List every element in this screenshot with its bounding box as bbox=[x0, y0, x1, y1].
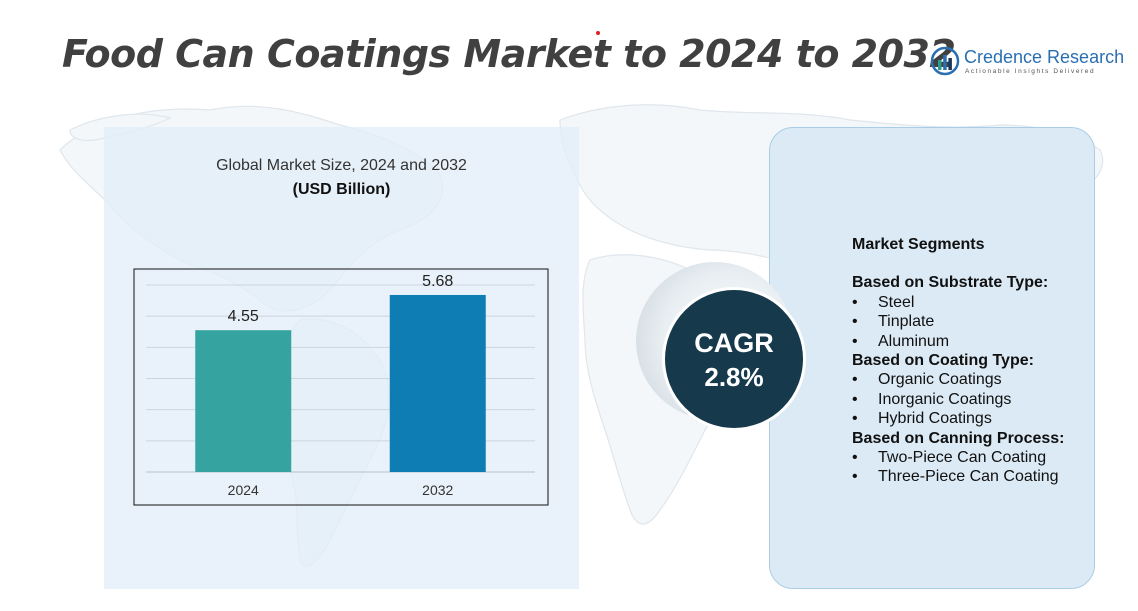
bullet-icon: • bbox=[852, 390, 858, 408]
bullet-icon: • bbox=[852, 449, 858, 467]
segment-item-label: Three-Piece Can Coating bbox=[878, 468, 1059, 486]
segment-item: • Three-Piece Can Coating bbox=[852, 467, 1092, 486]
chart-bars: 4.55 2024 5.68 2032 bbox=[195, 273, 486, 498]
bullet-icon: • bbox=[852, 371, 858, 389]
bar-2024 bbox=[195, 330, 292, 472]
segment-item-label: Two-Piece Can Coating bbox=[878, 449, 1047, 467]
segment-item: • Organic Coatings bbox=[852, 370, 1092, 389]
red-dot-marker bbox=[596, 31, 600, 35]
bullet-icon: • bbox=[852, 468, 858, 486]
segment-item-label: Tinplate bbox=[878, 313, 935, 331]
segment-item: • Inorganic Coatings bbox=[852, 390, 1092, 409]
data-label: 4.55 bbox=[228, 308, 259, 325]
cagr-label: CAGR bbox=[694, 328, 774, 358]
bullet-icon: • bbox=[852, 410, 858, 428]
chart-frame bbox=[133, 268, 549, 506]
segment-item: • Aluminum bbox=[852, 332, 1092, 351]
logo-name: Credence Research bbox=[964, 47, 1125, 67]
page-title: Food Can Coatings Market to 2024 to 2032 bbox=[62, 32, 956, 76]
segment-item: • Steel bbox=[852, 293, 1092, 312]
cagr-value: 2.8% bbox=[704, 362, 764, 392]
segment-item: • Tinplate bbox=[852, 312, 1092, 331]
segment-item-label: Organic Coatings bbox=[878, 371, 1002, 389]
bullet-icon: • bbox=[852, 332, 858, 350]
segment-item: • Two-Piece Can Coating bbox=[852, 448, 1092, 467]
segment-item-label: Aluminum bbox=[878, 332, 950, 350]
market-segments: Market Segments Based on Substrate Type:… bbox=[852, 235, 1092, 487]
market-segments-panel bbox=[769, 127, 1095, 589]
x-tick-label: 2024 bbox=[228, 482, 259, 498]
chart-unit: (USD Billion) bbox=[292, 181, 391, 198]
bar-2032 bbox=[389, 294, 486, 472]
chart-title: Global Market Size, 2024 and 2032 bbox=[216, 157, 467, 174]
credence-research-logo: Credence Research Actionable Insights De… bbox=[930, 46, 1124, 78]
segments-heading: Market Segments bbox=[852, 236, 985, 253]
segment-item-label: Inorganic Coatings bbox=[878, 390, 1012, 408]
segment-item: • Hybrid Coatings bbox=[852, 409, 1092, 428]
segment-item-label: Hybrid Coatings bbox=[878, 410, 992, 428]
segment-group-title: Based on Coating Type: bbox=[852, 352, 1034, 370]
bullet-icon: • bbox=[852, 293, 858, 311]
segment-group-title: Based on Substrate Type: bbox=[852, 274, 1049, 292]
bullet-icon: • bbox=[852, 313, 858, 331]
segment-item-label: Steel bbox=[878, 293, 915, 311]
bar-chart-logo-icon bbox=[930, 46, 960, 76]
cagr-badge: CAGR 2.8% bbox=[662, 287, 806, 431]
logo-tagline: Actionable Insights Delivered bbox=[965, 68, 1096, 75]
x-tick-label: 2032 bbox=[422, 482, 453, 498]
data-label: 5.68 bbox=[422, 273, 453, 290]
segment-group-title: Based on Canning Process: bbox=[852, 429, 1065, 447]
chart-panel bbox=[104, 127, 579, 589]
